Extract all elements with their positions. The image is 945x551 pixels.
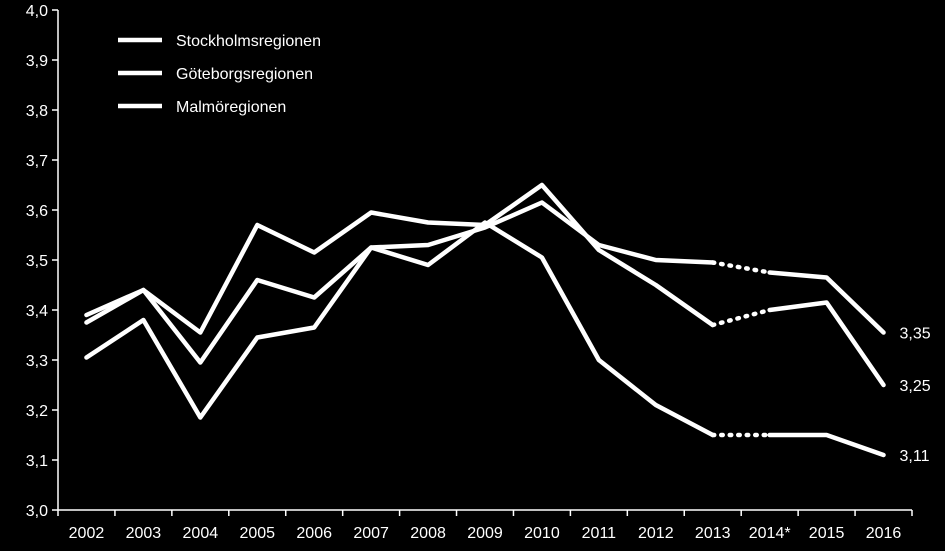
series-line-dotted: [710, 260, 772, 275]
series-line-solid: [767, 270, 886, 335]
x-tick-label: 2007: [353, 525, 389, 542]
y-tick-label: 3,4: [26, 303, 48, 320]
end-value-label: 3,25: [900, 378, 931, 395]
x-tick-label: 2016: [866, 525, 902, 542]
x-tick-label: 2011: [582, 525, 617, 542]
x-tick-label: 2009: [467, 525, 503, 542]
x-tick-label: 2008: [410, 525, 446, 542]
x-tick-label: 2015: [809, 525, 845, 542]
y-tick-label: 4,0: [26, 3, 48, 20]
end-value-label: 3,11: [900, 448, 930, 465]
y-tick-label: 3,7: [26, 153, 48, 170]
y-axis-ticks: 3,0 3,1 3,2 3,3 3,4 3,5 3,6 3,7 3,8 3,9 4,0: [26, 3, 58, 520]
x-tick-label: 2002: [69, 525, 105, 542]
series-line-solid: [767, 300, 886, 388]
series-lines: [84, 182, 886, 458]
legend-label: Malmöregionen: [176, 99, 286, 116]
series-3: [84, 220, 886, 458]
end-labels: 3,25 3,35 3,11: [900, 326, 931, 466]
x-tick-label: 2013: [695, 525, 731, 542]
y-tick-label: 3,5: [26, 253, 48, 270]
x-tick-label: 2012: [638, 525, 674, 542]
series-line-solid: [84, 182, 715, 335]
series-line-solid: [767, 432, 886, 458]
series-1: [84, 182, 886, 388]
legend-label: Stockholmsregionen: [176, 33, 321, 50]
x-tick-label: 2006: [296, 525, 332, 542]
x-tick-label: 2010: [524, 525, 560, 542]
x-tick-label: 2003: [126, 525, 162, 542]
y-tick-label: 3,8: [26, 103, 48, 120]
series-line-solid: [84, 220, 715, 438]
end-value-label: 3,35: [900, 326, 931, 343]
x-tick-label: 2014*: [749, 525, 791, 542]
x-axis-ticks: 2002 2003 2004 2005 2006 2007 2008 2009 2010 2011…: [57, 510, 913, 542]
y-tick-label: 3,2: [26, 403, 48, 420]
y-tick-label: 3,1: [26, 453, 48, 470]
y-tick-label: 3,9: [26, 53, 48, 70]
x-tick-label: 2005: [239, 525, 275, 542]
series-line-solid: [84, 200, 715, 365]
y-tick-label: 3,3: [26, 353, 48, 370]
y-tick-label: 3,6: [26, 203, 48, 220]
series-2: [84, 200, 886, 365]
x-tick-label: 2004: [183, 525, 219, 542]
legend-label: Göteborgsregionen: [176, 66, 313, 83]
legend: Stockholmsregionen Göteborgsregionen Malmö…: [118, 33, 321, 116]
y-tick-label: 3,0: [26, 503, 48, 520]
series-line-dotted: [710, 307, 772, 328]
